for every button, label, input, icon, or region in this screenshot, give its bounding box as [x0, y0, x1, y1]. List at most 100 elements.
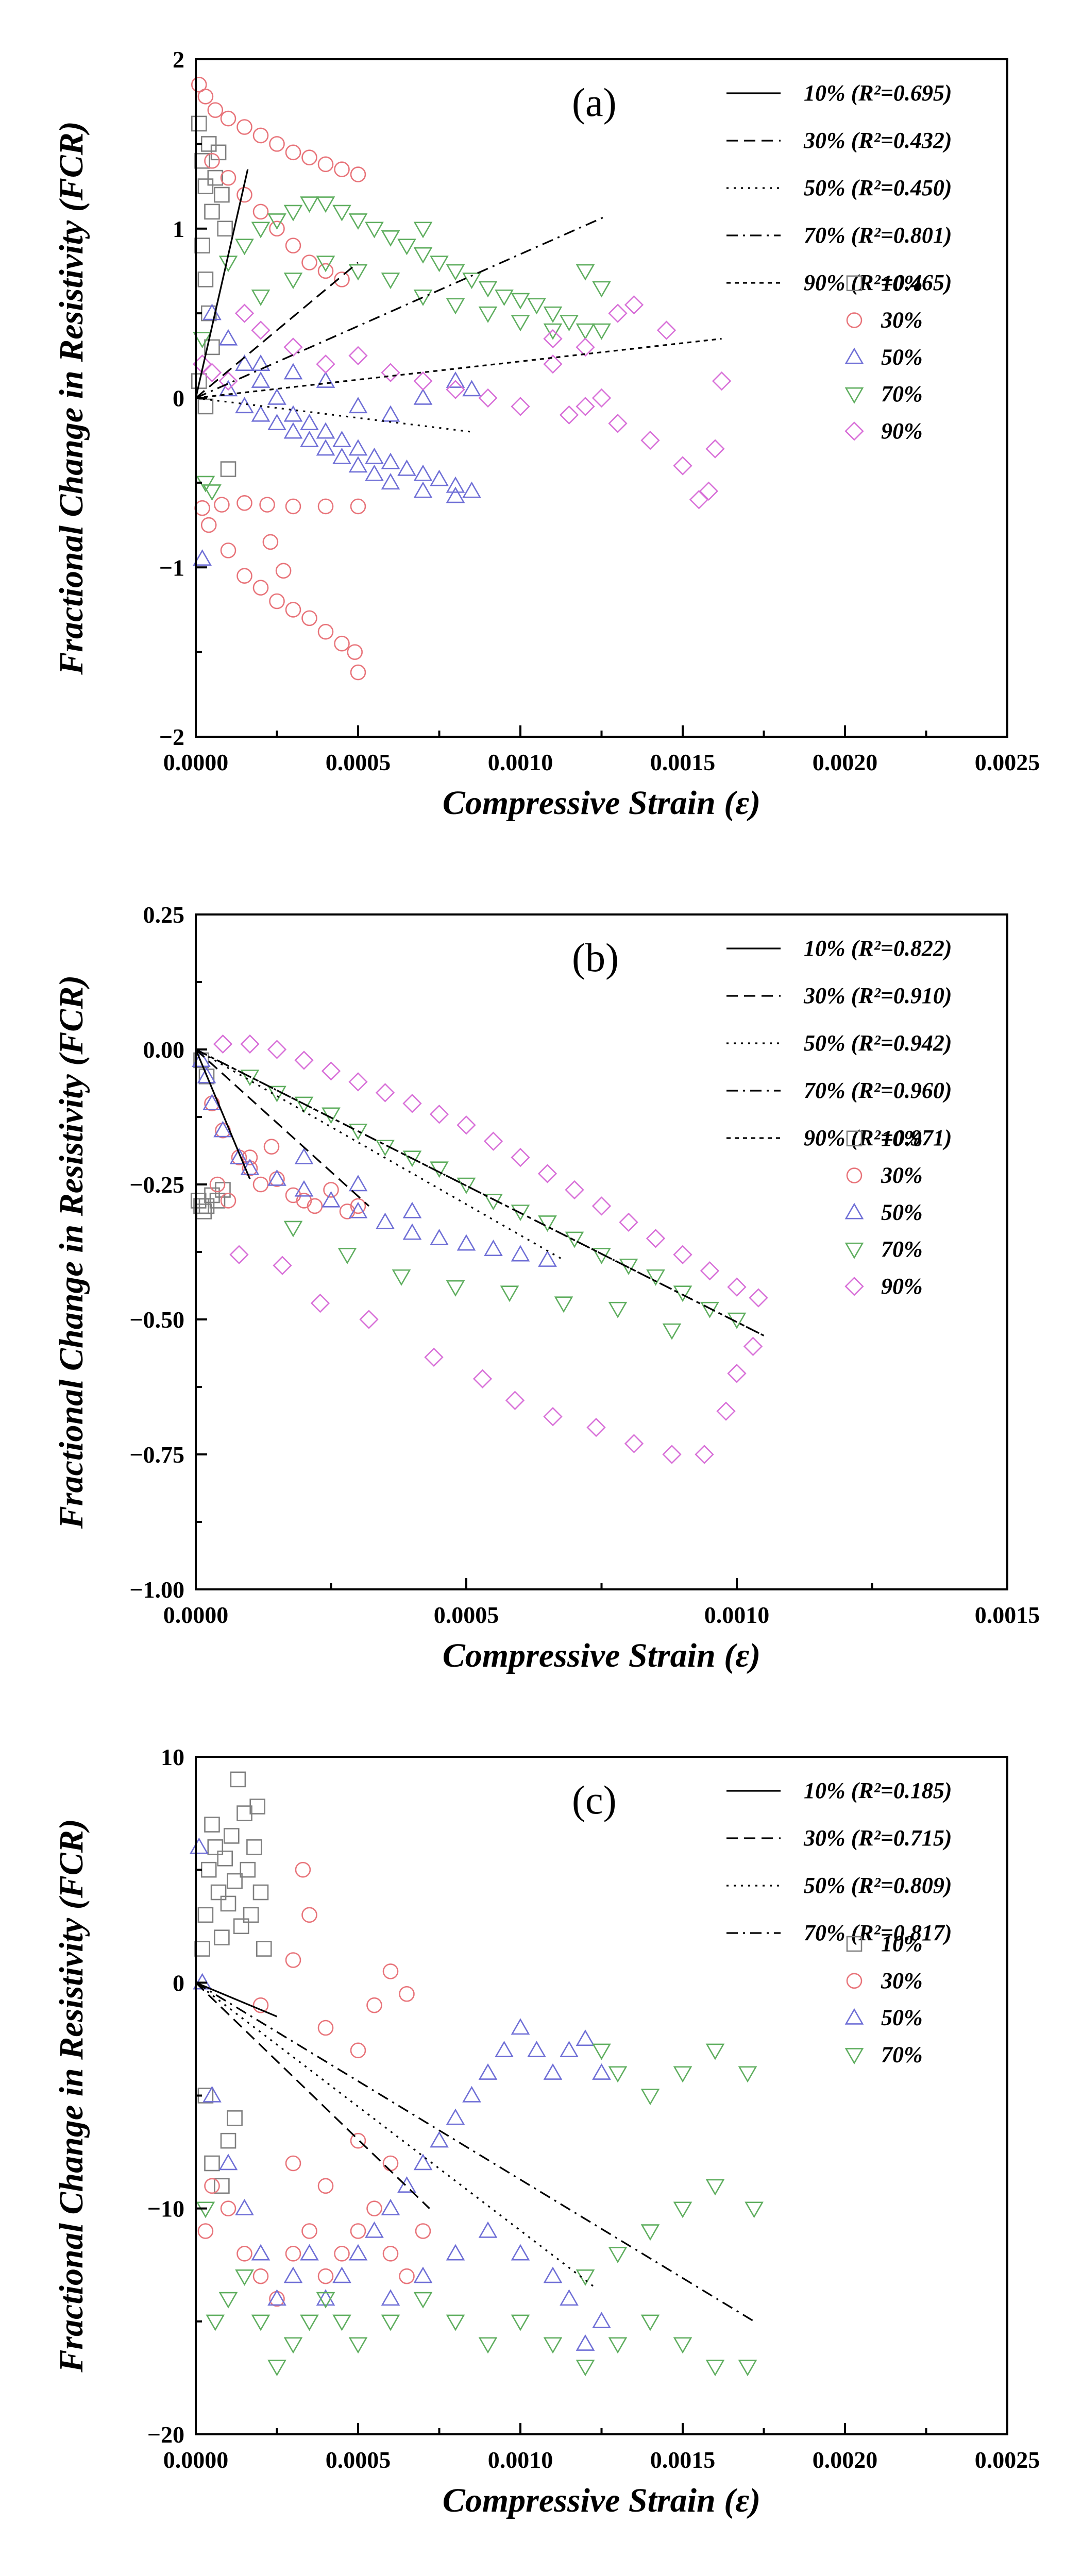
data-point	[348, 397, 368, 414]
legend-entry: 10% (R²=0.185)	[804, 1778, 952, 1803]
data-point	[301, 2223, 317, 2239]
series-50pct	[189, 1837, 611, 2351]
data-point	[301, 610, 317, 626]
x-tick-label: 0.0025	[975, 2447, 1040, 2473]
legend-marker	[844, 387, 864, 404]
data-point	[543, 329, 563, 349]
data-point	[236, 2246, 252, 2262]
data-point	[204, 204, 220, 220]
y-tick-label: 2	[173, 46, 184, 73]
data-point	[478, 2337, 498, 2354]
data-point	[365, 447, 384, 464]
data-point	[382, 1963, 399, 1979]
data-point	[457, 1177, 476, 1194]
data-point	[749, 1288, 768, 1308]
data-point	[316, 371, 335, 388]
data-point	[430, 469, 449, 486]
data-point	[300, 2244, 319, 2261]
data-point	[537, 1164, 557, 1183]
data-point	[202, 303, 222, 320]
data-point	[234, 303, 255, 323]
chart-panel-2: 0.0000 0.0005 0.0010 0.0015 0.0020 0.0025 −20 −…	[53, 1744, 1040, 2519]
data-point	[300, 430, 319, 447]
data-point	[673, 1285, 692, 1302]
data-point	[348, 1124, 368, 1140]
data-point	[207, 170, 224, 186]
fit-line	[195, 1981, 278, 2018]
legend-entry: 30% (R²=0.715)	[803, 1825, 952, 1851]
data-point	[350, 2132, 366, 2149]
legend-entry: 70% (R²=0.960)	[804, 1078, 952, 1103]
data-point	[206, 2314, 225, 2331]
data-point	[267, 1086, 286, 1103]
x-axis-title: Compressive Strain (ε)	[443, 1637, 760, 1674]
data-point	[413, 222, 433, 239]
data-point	[511, 2018, 530, 2035]
data-point	[252, 1997, 269, 2013]
data-point	[413, 388, 433, 405]
data-point	[446, 264, 465, 281]
series-50pct	[192, 1050, 557, 1267]
data-point	[495, 290, 514, 306]
data-point	[283, 2337, 303, 2354]
data-point	[673, 456, 692, 476]
data-point	[591, 1196, 612, 1216]
data-point	[218, 2154, 238, 2171]
data-point	[251, 405, 270, 422]
data-point	[334, 2246, 350, 2262]
legend-marker	[846, 275, 863, 292]
data-point	[295, 1861, 311, 1878]
legend-entry: 10%	[881, 270, 923, 296]
data-point	[511, 1147, 530, 1167]
data-point	[236, 568, 252, 584]
data-point	[402, 1150, 422, 1167]
data-point	[285, 1187, 301, 1204]
data-point	[197, 398, 214, 415]
y-tick-label: −1.00	[129, 1577, 184, 1603]
data-point	[640, 2224, 660, 2241]
data-point	[592, 323, 611, 340]
legend-entry: 10%	[881, 1931, 923, 1956]
legend-entry: 50% (R²=0.809)	[804, 1873, 952, 1898]
x-tick-label: 0.0010	[488, 749, 553, 775]
data-point	[251, 320, 270, 340]
data-point	[242, 1149, 258, 1165]
data-point	[200, 1861, 217, 1878]
data-point	[560, 2289, 579, 2306]
data-point	[413, 2266, 433, 2283]
data-point	[415, 2223, 431, 2239]
legend-marker	[846, 312, 863, 328]
data-point	[716, 1401, 736, 1421]
data-point	[397, 239, 416, 256]
data-point	[197, 89, 214, 105]
data-point	[316, 2289, 335, 2306]
data-point	[243, 1907, 259, 1923]
data-point	[576, 2360, 595, 2377]
data-point	[350, 2223, 366, 2239]
data-point	[197, 1066, 216, 1083]
data-point	[359, 1310, 379, 1329]
legend-marker	[844, 1202, 864, 1219]
data-point	[381, 273, 400, 290]
data-point	[285, 144, 301, 161]
series-90pct	[192, 295, 732, 510]
y-axis-title: Fractional Change in Resistivity (FCR)	[53, 121, 90, 675]
data-point	[229, 1147, 249, 1164]
data-point	[267, 414, 286, 431]
y-tick-label: 0	[173, 1970, 184, 1996]
data-point	[348, 264, 368, 281]
legend-entry: 50% (R²=0.450)	[804, 175, 952, 200]
data-point	[543, 323, 563, 340]
data-point	[214, 187, 230, 203]
x-tick-label: 0.0015	[975, 1602, 1040, 1628]
data-point	[334, 635, 350, 652]
data-point	[321, 1061, 341, 1081]
data-point	[399, 2268, 415, 2284]
data-point	[251, 290, 270, 306]
data-point	[256, 1941, 272, 1957]
data-point	[269, 593, 285, 609]
data-point	[294, 1096, 314, 1113]
legend-entry: 30% (R²=0.432)	[803, 128, 952, 153]
data-point	[263, 1139, 280, 1155]
